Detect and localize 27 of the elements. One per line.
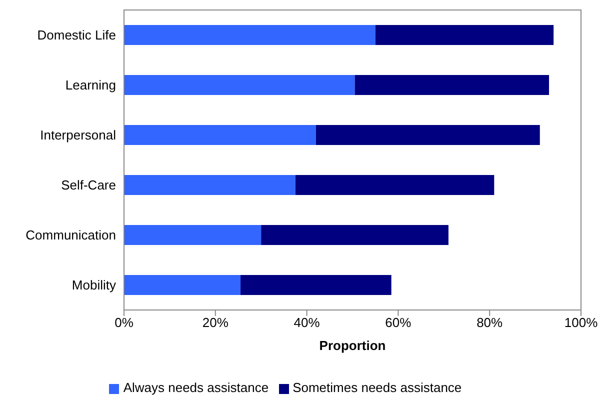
x-tick-label: 100% [564,315,598,330]
bar [124,25,376,45]
y-tick-label: Mobility [72,278,116,293]
x-tick-label: 60% [385,315,412,330]
x-axis-title: Proportion [319,338,386,353]
bar [124,275,241,295]
bar [261,225,448,245]
x-tick-label: 40% [294,315,320,330]
bar [316,125,540,145]
y-tick-label: Communication [26,228,116,243]
x-tick-label: 0% [114,315,134,330]
bar [295,175,494,195]
bar [240,275,392,295]
bar [375,25,554,45]
legend-label: Always needs assistance [123,380,269,395]
y-tick-label: Learning [65,78,116,93]
y-tick-label: Domestic Life [37,28,116,43]
bar [354,75,550,95]
bar [124,75,355,95]
x-tick-label: 20% [202,315,229,330]
bar [124,225,262,245]
bar [124,175,296,195]
legend-label: Sometimes needs assistance [292,380,462,395]
bar [124,125,316,145]
y-tick-label: Self-Care [61,178,116,193]
y-tick-label: Interpersonal [40,128,116,143]
x-tick-label: 80% [476,315,504,330]
